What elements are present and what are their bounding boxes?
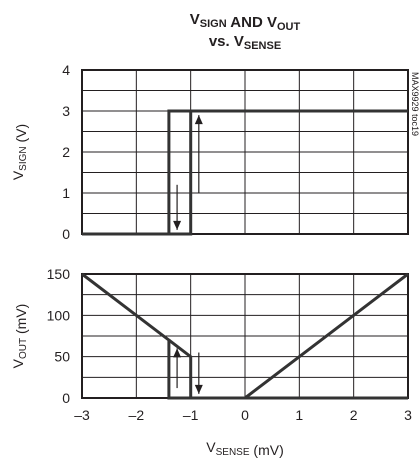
title-line-1: VSIGN AND VOUT [190, 11, 301, 33]
y-tick-label: 4 [62, 62, 70, 78]
title-line-2: vs. VSENSE [209, 33, 281, 52]
y-tick-label: 1 [62, 185, 70, 201]
figure-code: MAX9929 toc19 [410, 72, 419, 136]
x-tick-label: 3 [404, 407, 412, 423]
x-tick-label: 2 [350, 407, 358, 423]
x-tick-label: –2 [129, 407, 145, 423]
vsign-traces [82, 109, 408, 236]
plot-frame [81, 69, 409, 235]
x-tick-label: –1 [183, 407, 199, 423]
vout-y-axis-label: VOUT (mV) [10, 304, 29, 369]
y-tick-label: 100 [47, 307, 71, 323]
x-tick-label: 1 [295, 407, 303, 423]
vout-tick-labels: 0 50 100 150 –3 –2 –1 0 1 2 3 [47, 266, 412, 423]
vsign-y-axis-label: VSIGN (V) [10, 124, 29, 180]
arrow-down-annotation [194, 352, 203, 394]
x-tick-label: –3 [74, 407, 90, 423]
series-line-2 [167, 272, 409, 400]
y-tick-label: 50 [54, 349, 70, 365]
vsign-plot-grid [81, 69, 409, 235]
vout-hysteresis-arrows [173, 348, 203, 394]
vout-plot-grid [81, 273, 409, 399]
axis-labels: VSIGN (V) VOUT (mV) VSENSE (mV) [10, 124, 284, 458]
vsign-y-tick-labels: 0 1 2 3 4 [62, 62, 70, 242]
arrow-down-annotation [173, 184, 182, 230]
series-line-1 [81, 272, 408, 400]
y-tick-label: 150 [47, 266, 71, 282]
series-line-2 [82, 109, 408, 236]
y-tick-label: 0 [62, 390, 70, 406]
vout-traces [81, 272, 409, 400]
y-tick-label: 0 [62, 226, 70, 242]
y-tick-label: 3 [62, 103, 70, 119]
x-tick-label: 0 [241, 407, 249, 423]
arrow-up-annotation [194, 115, 203, 193]
vsign-hysteresis-arrows [173, 115, 203, 230]
y-tick-label: 2 [62, 144, 70, 160]
arrow-up-annotation [173, 348, 182, 389]
x-axis-label: VSENSE (mV) [206, 439, 283, 458]
